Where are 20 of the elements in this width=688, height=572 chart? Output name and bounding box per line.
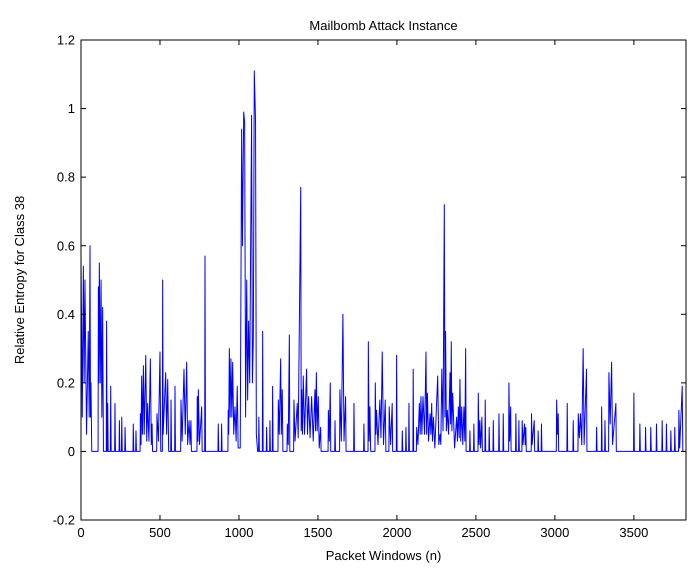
y-tick-label: 0.4 [56, 306, 75, 322]
y-tick-label: -0.2 [52, 512, 75, 528]
y-tick-label: 0.8 [56, 170, 75, 185]
chart-title: Mailbomb Attack Instance [309, 18, 458, 33]
x-tick-label: 2000 [382, 525, 412, 540]
x-axis-title: Packet Windows (n) [326, 548, 442, 563]
y-tick-label: 1.2 [56, 32, 75, 48]
x-tick-label: 3000 [540, 525, 570, 540]
x-tick-label: 500 [149, 525, 171, 540]
x-tick-label: 0 [77, 525, 85, 540]
x-tick-label: 1500 [303, 525, 332, 540]
y-tick-label: 0.6 [56, 238, 75, 254]
x-tick-label: 1000 [224, 525, 254, 540]
y-tick-label: 0.2 [56, 375, 75, 390]
y-tick-label: 1 [68, 101, 75, 116]
y-tick-label: 0 [68, 444, 75, 459]
line-series [81, 70, 686, 452]
x-tick-label: 3500 [619, 525, 648, 540]
x-tick-label: 2500 [461, 525, 490, 540]
y-axis-title: Relative Entropy for Class 38 [12, 196, 27, 364]
